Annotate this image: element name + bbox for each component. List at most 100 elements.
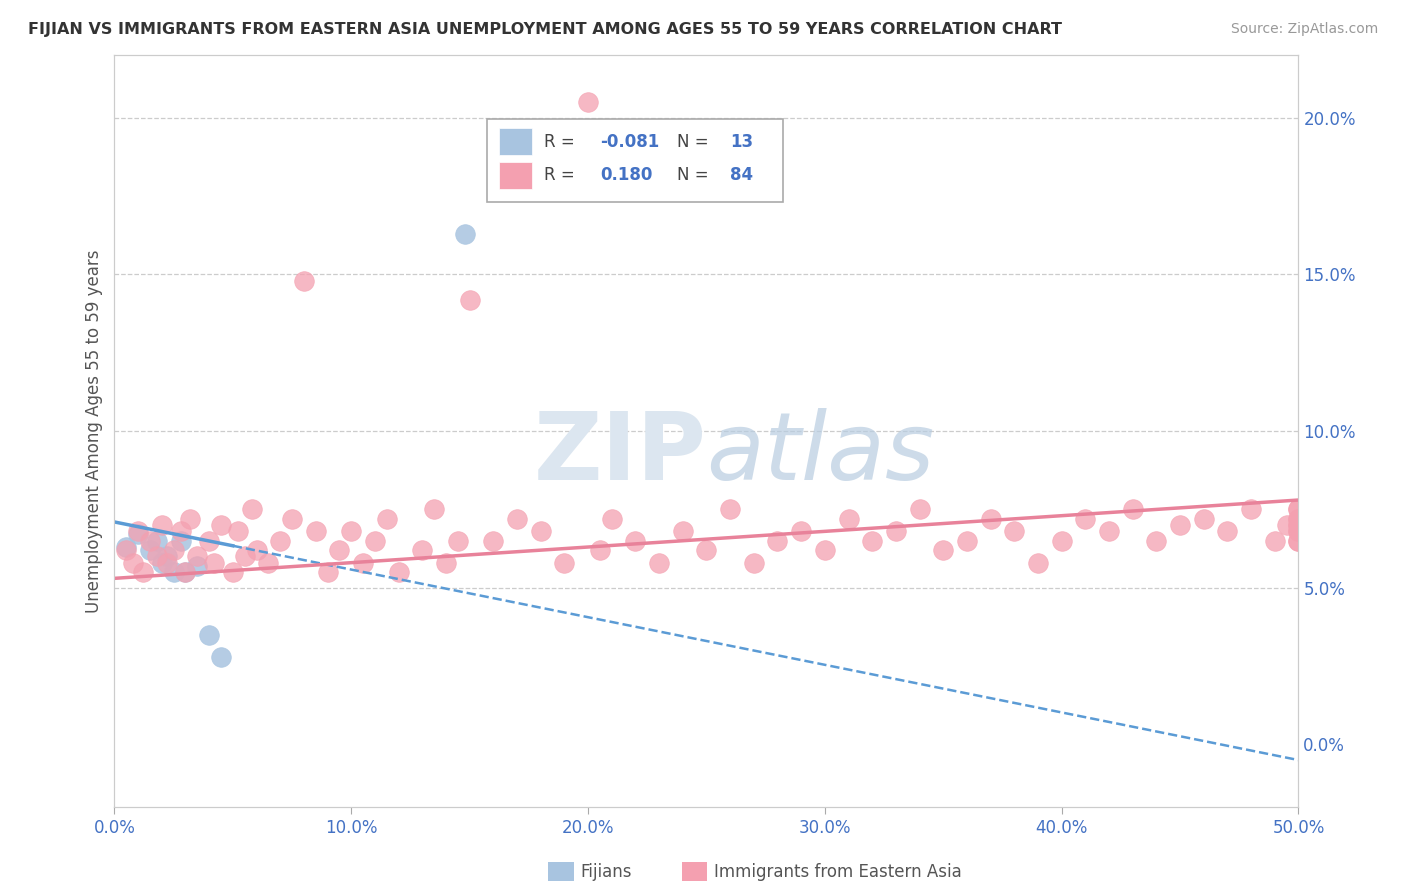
FancyBboxPatch shape (488, 119, 783, 202)
Text: 0.180: 0.180 (600, 167, 652, 185)
Point (226, 524, 249, 539)
Point (155, 549, 177, 564)
Point (222, 565, 245, 579)
Point (1264, 533, 1286, 548)
Point (908, 502, 931, 516)
Text: R =: R = (544, 167, 575, 185)
Point (648, 556, 671, 570)
Text: R =: R = (544, 133, 575, 151)
Text: Fijians: Fijians (581, 863, 633, 881)
Point (718, 502, 741, 516)
Point (1074, 512, 1097, 526)
Point (576, 95, 599, 110)
Point (292, 274, 315, 288)
Point (146, 549, 169, 564)
Point (179, 512, 201, 526)
Point (1288, 518, 1310, 533)
Point (209, 649, 232, 664)
Point (1192, 512, 1215, 526)
Point (956, 533, 979, 548)
Point (1288, 502, 1310, 516)
Point (122, 556, 145, 570)
Point (454, 227, 477, 241)
Point (838, 512, 860, 526)
Point (1098, 524, 1121, 539)
Y-axis label: Unemployment Among Ages 55 to 59 years: Unemployment Among Ages 55 to 59 years (86, 250, 103, 613)
Point (233, 549, 256, 564)
Point (600, 512, 623, 526)
Point (387, 565, 409, 579)
Point (506, 512, 529, 526)
Point (672, 524, 695, 539)
Point (1288, 533, 1310, 548)
Point (245, 543, 267, 558)
Text: 13: 13 (730, 133, 754, 151)
Point (240, 502, 263, 516)
Point (127, 524, 149, 539)
Point (155, 556, 177, 570)
Point (127, 527, 149, 541)
Point (1275, 518, 1298, 533)
Point (1168, 518, 1191, 533)
Point (316, 565, 339, 579)
Point (328, 543, 350, 558)
Point (340, 524, 363, 539)
Point (742, 556, 765, 570)
Point (1288, 524, 1310, 539)
Point (150, 556, 173, 570)
Point (1288, 533, 1310, 548)
Point (115, 543, 138, 558)
Point (884, 524, 907, 539)
Point (1240, 502, 1263, 516)
Point (1026, 556, 1049, 570)
Point (932, 543, 955, 558)
Text: Source: ZipAtlas.com: Source: ZipAtlas.com (1230, 22, 1378, 37)
Point (411, 543, 433, 558)
Point (1216, 524, 1239, 539)
Point (624, 533, 647, 548)
Text: N =: N = (676, 167, 709, 185)
Point (186, 549, 208, 564)
Point (814, 543, 837, 558)
Point (1050, 533, 1073, 548)
Point (530, 524, 553, 539)
Point (352, 556, 374, 570)
Point (980, 512, 1002, 526)
Point (139, 533, 162, 548)
Point (695, 543, 717, 558)
Point (198, 533, 221, 548)
Point (150, 518, 173, 533)
Point (1144, 533, 1167, 548)
Bar (499, 128, 533, 155)
Text: FIJIAN VS IMMIGRANTS FROM EASTERN ASIA UNEMPLOYMENT AMONG AGES 55 TO 59 YEARS CO: FIJIAN VS IMMIGRANTS FROM EASTERN ASIA U… (28, 22, 1062, 37)
Text: 84: 84 (730, 167, 754, 185)
Point (170, 524, 193, 539)
Point (132, 565, 155, 579)
Point (257, 556, 280, 570)
Text: N =: N = (676, 133, 709, 151)
Point (1288, 518, 1310, 533)
Point (447, 533, 470, 548)
Point (375, 512, 398, 526)
Point (860, 533, 883, 548)
Point (1288, 512, 1310, 526)
Point (162, 543, 184, 558)
Point (115, 540, 138, 554)
Point (198, 628, 221, 642)
Point (305, 524, 328, 539)
Point (1288, 524, 1310, 539)
Point (589, 543, 612, 558)
Point (1288, 512, 1310, 526)
Point (170, 533, 193, 548)
Point (281, 512, 304, 526)
Point (162, 565, 184, 579)
Point (1002, 524, 1025, 539)
Text: Immigrants from Eastern Asia: Immigrants from Eastern Asia (714, 863, 962, 881)
Point (364, 533, 387, 548)
Point (1288, 502, 1310, 516)
Point (269, 533, 291, 548)
Point (423, 502, 446, 516)
Text: -0.081: -0.081 (600, 133, 659, 151)
Point (553, 556, 575, 570)
Bar (499, 162, 533, 188)
